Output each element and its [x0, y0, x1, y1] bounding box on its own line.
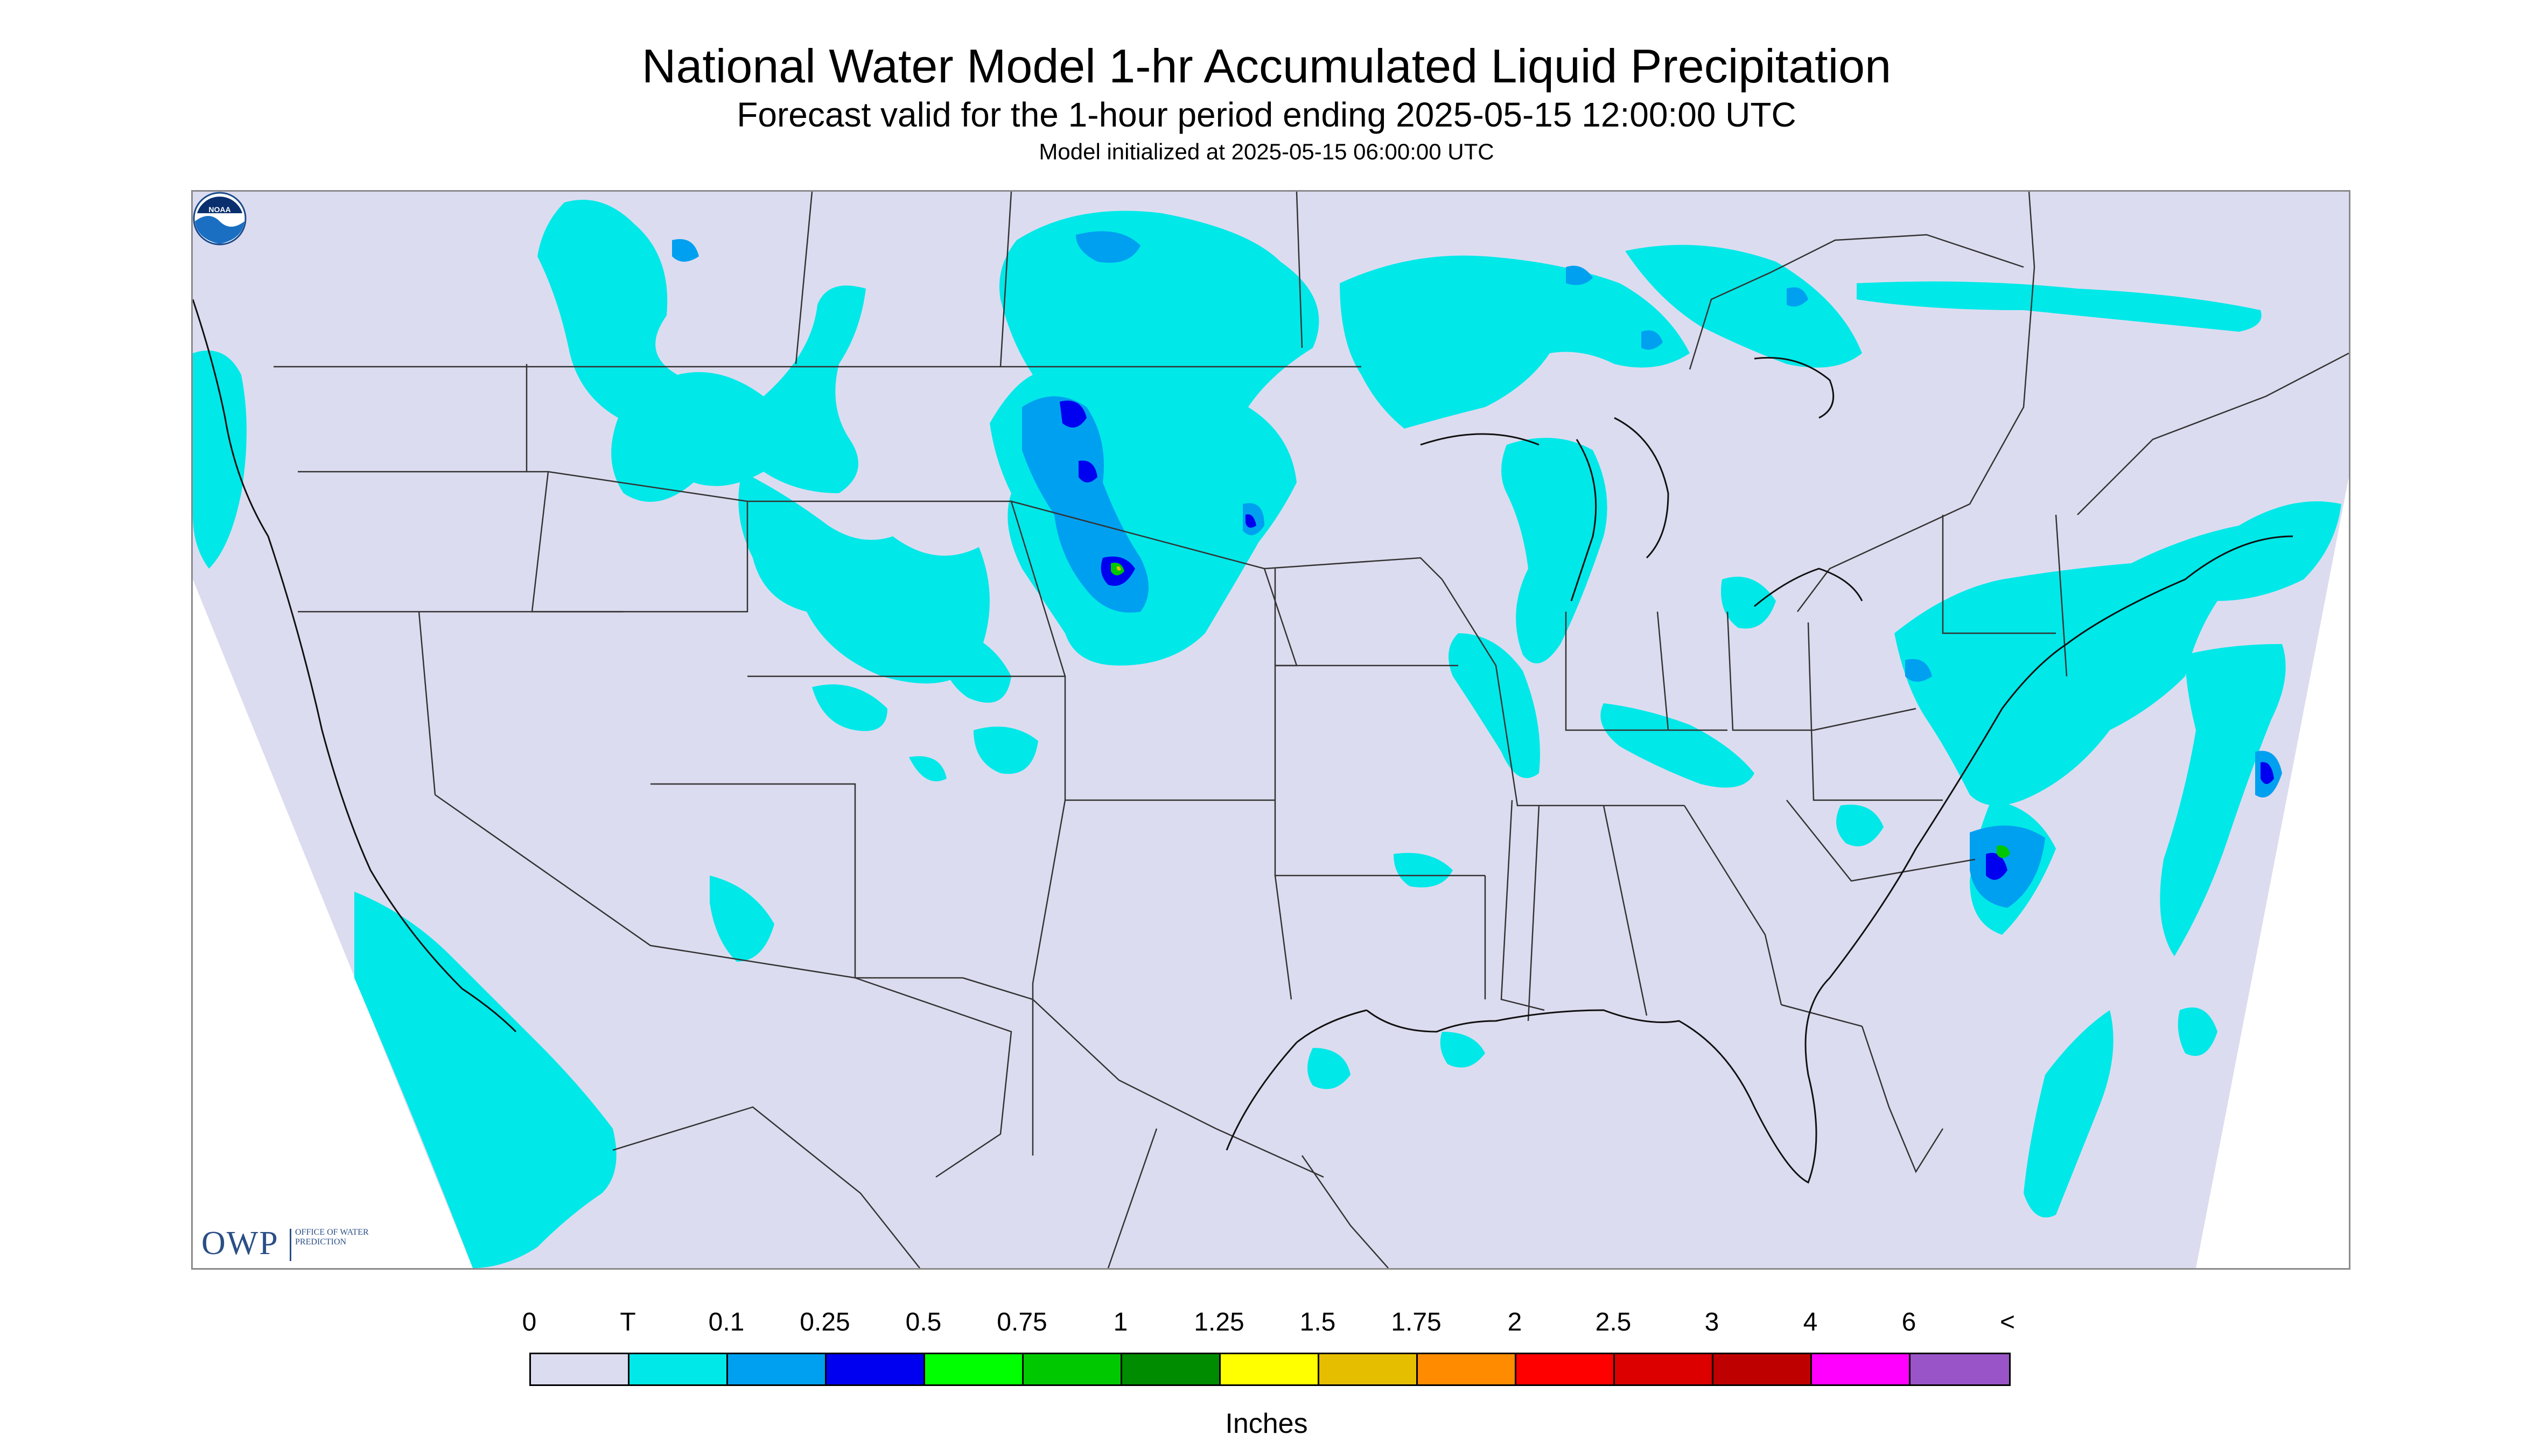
- legend-swatch: [531, 1354, 629, 1384]
- legend-swatch: [1812, 1354, 1911, 1384]
- legend-swatch: [1615, 1354, 1713, 1384]
- legend-swatch: [1516, 1354, 1615, 1384]
- legend-label: 2.5: [1595, 1308, 1632, 1336]
- precipitation-map[interactable]: OWP OFFICE OF WATER PREDICTION NOAA: [191, 190, 2350, 1270]
- legend-swatch: [827, 1354, 925, 1384]
- legend-swatch: [1122, 1354, 1221, 1384]
- boundary-lines: [274, 192, 2349, 1268]
- legend-label: 1.5: [1299, 1308, 1336, 1336]
- legend-label: 6: [1901, 1308, 1916, 1336]
- page-title: National Water Model 1-hr Accumulated Li…: [641, 39, 1892, 93]
- legend-swatch: [925, 1354, 1024, 1384]
- legend-label: <: [1999, 1308, 2016, 1336]
- legend-swatch: [1221, 1354, 1319, 1384]
- legend-swatch: [1319, 1354, 1418, 1384]
- model-init-line: Model initialized at 2025-05-15 06:00:00…: [1039, 139, 1494, 164]
- legend-label: 3: [1704, 1308, 1719, 1336]
- noaa-logo-text: NOAA: [208, 205, 230, 214]
- legend-swatch: [629, 1354, 728, 1384]
- legend-swatch: [1713, 1354, 1812, 1384]
- legend-label: 1.25: [1194, 1308, 1244, 1336]
- legend-label: 0: [522, 1308, 537, 1336]
- legend-swatch: [1024, 1354, 1122, 1384]
- owp-logo-fullname: OFFICE OF WATER PREDICTION: [295, 1228, 369, 1247]
- legend-label: 1: [1113, 1308, 1128, 1336]
- coastline-lines: [193, 299, 2293, 1184]
- forecast-valid-subtitle: Forecast valid for the 1-hour period end…: [737, 95, 1796, 134]
- legend-label: 2: [1507, 1308, 1522, 1336]
- legend-label: 0.5: [905, 1308, 942, 1336]
- legend-swatch: [728, 1354, 827, 1384]
- owp-logo-abbrev: OWP: [201, 1225, 279, 1262]
- legend-label: 4: [1803, 1308, 1818, 1336]
- precip-heavy-areas: [1060, 401, 2274, 880]
- noaa-logo: NOAA: [193, 192, 247, 246]
- owp-logo: OWP OFFICE OF WATER PREDICTION: [201, 1224, 374, 1268]
- legend-label: 0.1: [708, 1308, 745, 1336]
- legend-label: 1.75: [1391, 1308, 1442, 1336]
- legend-label: 0.25: [800, 1308, 850, 1336]
- legend-label: T: [620, 1308, 636, 1336]
- legend-label: 0.75: [997, 1308, 1047, 1336]
- map-canvas: [193, 192, 2349, 1268]
- legend-swatch: [1911, 1354, 2009, 1384]
- legend-swatch: [1418, 1354, 1516, 1384]
- legend-units: Inches: [1225, 1408, 1308, 1439]
- owp-logo-divider: [290, 1229, 291, 1261]
- legend-color-bar: [529, 1353, 2011, 1386]
